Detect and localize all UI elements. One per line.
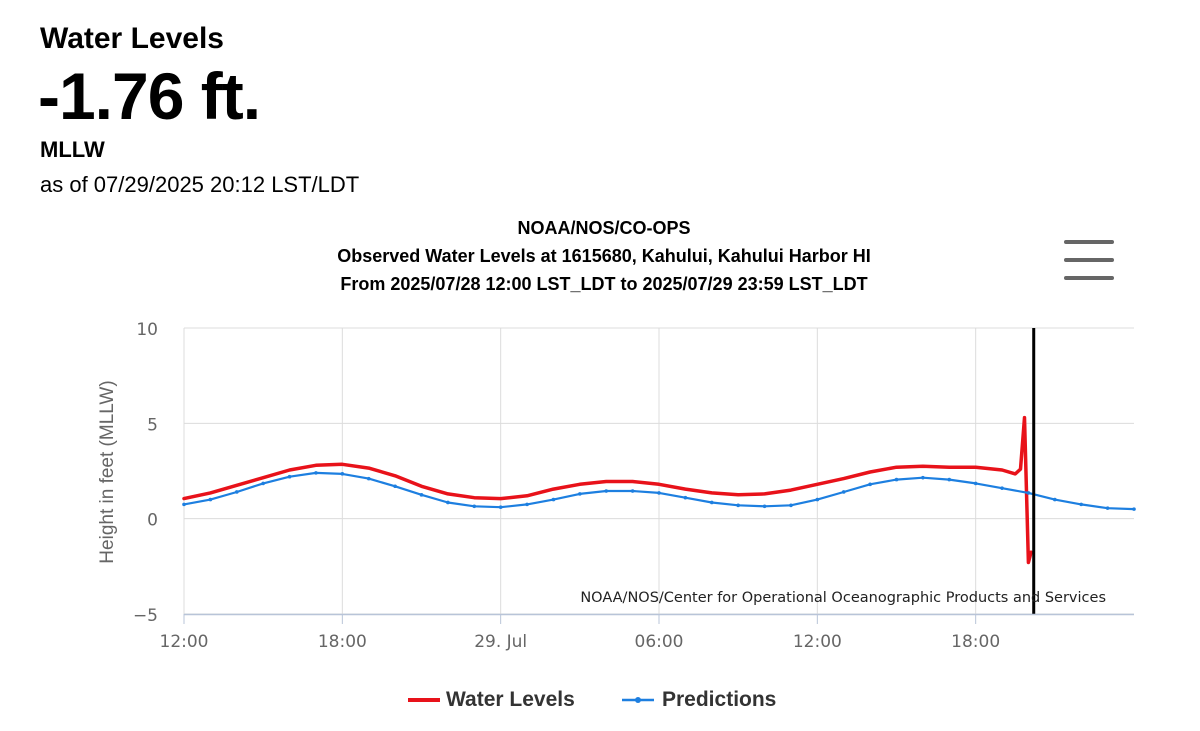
prediction-point [683,495,688,500]
legend-label-predictions: Predictions [662,688,777,711]
prediction-point [947,477,952,482]
prediction-point [287,474,292,479]
prediction-point [1079,502,1084,507]
y-tick-label: 5 [147,415,158,435]
prediction-point [789,503,793,508]
x-tick-label: 12:00 [793,632,842,652]
axis-layer: −5 0 5 10 12:00 18:00 29. Jul 06:00 12:00 18:00 [133,320,1134,652]
x-tick-label: 29. Jul [474,632,527,652]
prediction-point [340,472,345,476]
y-tick-label: −5 [133,606,158,626]
prediction-point [208,497,213,502]
chart-menu-button[interactable] [1058,232,1120,290]
prediction-point [762,504,767,509]
prediction-point [921,475,925,480]
legend-symbol-predictions [622,697,654,703]
series-layer [182,328,1136,614]
legend-item-predictions[interactable]: Predictions [620,686,776,714]
y-axis-title: Height in feet (MLLW) [97,380,118,563]
prediction-point [1105,506,1110,510]
chart-title-range: From 2025/07/28 12:00 LST_LDT to 2025/07… [340,274,868,294]
chart-credit: NOAA/NOS/Center for Operational Oceanogr… [580,590,1106,606]
prediction-point [234,490,239,494]
prediction-point [472,504,477,509]
prediction-point [182,502,186,507]
prediction-point [366,476,371,481]
hamburger-icon-bar [1064,276,1114,280]
prediction-point [393,484,397,489]
hamburger-icon [1064,240,1114,244]
prediction-point [1132,507,1136,511]
prediction-point [1000,486,1004,490]
y-tick-label: 10 [136,320,158,340]
prediction-point [446,500,450,505]
hamburger-icon-bar [1064,258,1114,262]
prediction-point [815,497,820,502]
series-line-water-levels [182,415,1033,565]
as-of-timestamp: as of 07/29/2025 20:12 LST/LDT [40,172,360,197]
legend-item-water-levels[interactable]: Water Levels [406,686,575,714]
prediction-point [736,503,740,508]
prediction-point [657,491,661,495]
x-tick-label: 12:00 [160,632,209,652]
prediction-point [1053,497,1057,502]
prediction-point [604,489,609,493]
prediction-point [498,505,503,510]
prediction-point [630,489,635,493]
prediction-point [419,493,424,497]
x-tick-label: 18:00 [951,632,1000,652]
datum-label: MLLW [40,137,105,162]
prediction-point [261,481,265,486]
prediction-point [894,477,899,482]
prediction-point [1026,491,1031,495]
legend-label-water-levels: Water Levels [446,688,575,711]
water-level-value: -1.76 ft. [38,59,261,133]
x-tick-label: 06:00 [635,632,684,652]
prediction-point [868,482,872,487]
page-title: Water Levels [40,22,224,55]
prediction-point [314,471,318,475]
x-tick-label: 18:00 [318,632,367,652]
grid-layer [183,327,1134,615]
prediction-point [551,497,556,502]
legend-symbol-water-levels [408,698,440,702]
prediction-point [525,502,529,507]
prediction-point [973,481,978,486]
chart-title-agency: NOAA/NOS/CO-OPS [517,218,691,238]
chart-title-station: Observed Water Levels at 1615680, Kahulu… [337,246,871,266]
prediction-point [709,500,714,505]
y-tick-label: 0 [147,511,158,531]
prediction-point [841,490,846,494]
prediction-point [578,492,582,496]
